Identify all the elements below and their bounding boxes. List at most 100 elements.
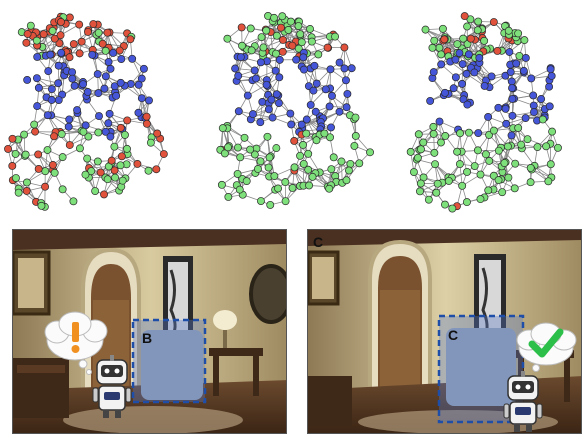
graph-node bbox=[484, 113, 493, 121]
graph-node bbox=[73, 106, 82, 115]
graph-node bbox=[87, 167, 96, 176]
armchair bbox=[446, 328, 516, 406]
graph-node bbox=[262, 26, 271, 35]
graph-node bbox=[456, 129, 464, 138]
graph-node bbox=[104, 119, 113, 128]
graph-node bbox=[103, 28, 112, 37]
graph-node bbox=[236, 53, 245, 62]
graph-node bbox=[326, 133, 334, 142]
graph-node bbox=[406, 147, 415, 156]
graph-node bbox=[22, 178, 31, 187]
graph-node bbox=[544, 177, 553, 186]
graph-node bbox=[485, 156, 494, 165]
graph-node bbox=[366, 148, 374, 157]
graph-node bbox=[76, 144, 84, 153]
graph-node bbox=[328, 91, 336, 100]
graph-node bbox=[23, 30, 32, 38]
graph-node bbox=[306, 25, 315, 33]
graph-node bbox=[100, 84, 109, 93]
graph-node bbox=[345, 166, 353, 175]
graph-node bbox=[464, 50, 473, 59]
graph-node bbox=[233, 169, 242, 178]
graph-node bbox=[351, 132, 360, 140]
graph-node bbox=[355, 159, 364, 168]
graph-node bbox=[500, 159, 509, 167]
graph-node bbox=[416, 179, 425, 188]
scene-right-illustration: C C bbox=[308, 230, 581, 433]
graph-node bbox=[343, 89, 352, 98]
graph-node bbox=[271, 66, 280, 75]
graph-node bbox=[311, 107, 320, 116]
graph-node bbox=[307, 37, 316, 46]
graph-node bbox=[297, 38, 306, 47]
graph-node bbox=[504, 173, 513, 182]
graph-node bbox=[265, 153, 274, 162]
graph-node bbox=[47, 85, 56, 94]
object-label-c: C bbox=[448, 327, 458, 343]
graph-node bbox=[462, 69, 471, 78]
graph-node bbox=[470, 68, 479, 77]
graph-node bbox=[116, 123, 125, 132]
graph-node bbox=[64, 122, 73, 131]
graph-node bbox=[296, 30, 305, 39]
graph-node bbox=[256, 118, 265, 127]
graph-node bbox=[517, 140, 526, 149]
graph-node bbox=[327, 123, 335, 132]
graph-node bbox=[39, 30, 48, 39]
graph-node bbox=[134, 80, 143, 89]
graph-node bbox=[100, 190, 108, 199]
graph-node bbox=[41, 167, 50, 176]
graph-node bbox=[101, 72, 110, 81]
graph-node bbox=[134, 108, 143, 117]
graph-node bbox=[8, 134, 17, 143]
graph-node bbox=[70, 81, 79, 90]
robot bbox=[503, 371, 543, 432]
graph-node bbox=[506, 68, 515, 76]
graph-node bbox=[69, 197, 78, 206]
graph-node bbox=[538, 115, 547, 124]
graph-node bbox=[111, 173, 120, 182]
graph-node bbox=[498, 188, 507, 197]
graph-node bbox=[320, 129, 329, 138]
graph-node bbox=[116, 78, 125, 87]
graph-node bbox=[11, 149, 20, 158]
graph-node bbox=[152, 165, 161, 174]
graph-node bbox=[508, 111, 517, 120]
graph-node bbox=[159, 150, 168, 158]
graph-node bbox=[262, 80, 271, 89]
graph-node bbox=[508, 94, 517, 103]
graph-node bbox=[93, 70, 102, 79]
graph-node bbox=[294, 22, 303, 31]
graph-node bbox=[545, 82, 554, 91]
graph-node bbox=[23, 76, 32, 84]
graph-node bbox=[424, 195, 433, 204]
graph-node bbox=[144, 166, 153, 175]
graph-node bbox=[103, 175, 112, 184]
graph-node bbox=[409, 168, 418, 177]
exclamation-icon bbox=[71, 322, 80, 353]
graph-node bbox=[480, 81, 489, 90]
graph-node bbox=[257, 33, 266, 42]
graph-node bbox=[546, 160, 555, 169]
graph-node bbox=[278, 12, 287, 21]
graph-node bbox=[287, 120, 296, 129]
graph-node bbox=[437, 60, 446, 69]
graph-node bbox=[106, 64, 115, 73]
graph-node bbox=[137, 94, 146, 103]
graph-node bbox=[429, 68, 438, 77]
graph-node bbox=[342, 176, 351, 185]
graph-node bbox=[306, 100, 315, 109]
graph-node bbox=[435, 43, 444, 52]
graph-node bbox=[431, 160, 440, 169]
graph-node bbox=[417, 145, 425, 154]
graph-node bbox=[462, 198, 471, 207]
graph-node bbox=[481, 150, 490, 159]
graph-node bbox=[453, 147, 462, 156]
graph-node bbox=[448, 204, 457, 213]
graph-node bbox=[34, 150, 43, 159]
graph-node bbox=[68, 68, 77, 77]
graph-node bbox=[33, 102, 42, 111]
graph-node bbox=[54, 61, 63, 70]
graph-node bbox=[514, 123, 523, 132]
graph-node bbox=[458, 79, 467, 88]
